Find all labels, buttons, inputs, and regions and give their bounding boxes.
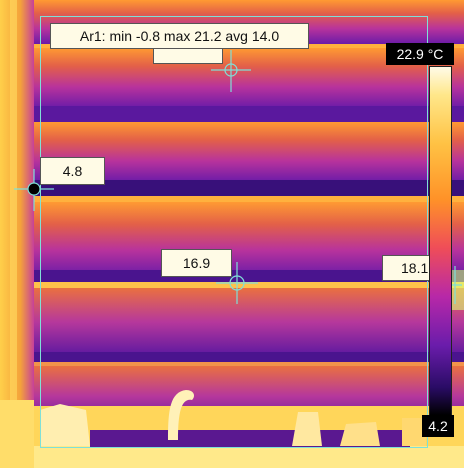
- color-scale-bar: [429, 66, 452, 416]
- scale-min-value: 4.2: [422, 415, 454, 437]
- spot-label: 16.9: [161, 249, 232, 277]
- spot-label: 18.1: [382, 255, 430, 281]
- crosshair-icon: [211, 50, 251, 92]
- crosshair-icon: [14, 169, 54, 211]
- spot-label: 4.8: [40, 157, 105, 185]
- area-measurement-label: Ar1: min -0.8 max 21.2 avg 14.0: [50, 23, 309, 49]
- crosshair-icon: [216, 262, 258, 304]
- scale-max-value: 22.9 °C: [386, 43, 454, 65]
